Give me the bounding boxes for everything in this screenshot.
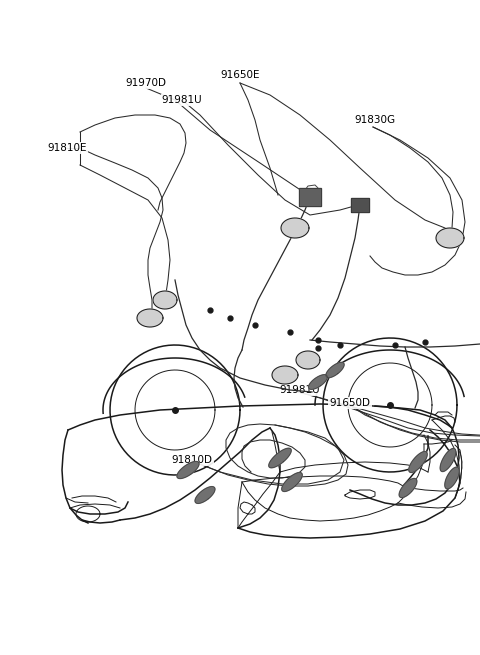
Bar [351,198,369,212]
Text: 91981U: 91981U [162,95,202,105]
Polygon shape [269,448,291,468]
Text: 91970D: 91970D [125,78,167,88]
Text: 91650E: 91650E [220,70,260,80]
Bar [299,188,321,206]
Text: 91810D: 91810D [171,455,213,465]
Polygon shape [137,309,163,327]
Polygon shape [326,362,344,378]
Text: 91650D: 91650D [329,398,371,408]
Text: 91981U: 91981U [280,385,320,395]
Polygon shape [296,351,320,369]
Polygon shape [177,462,199,479]
Polygon shape [399,478,417,498]
Polygon shape [440,449,456,472]
Polygon shape [409,451,427,472]
Polygon shape [309,375,327,389]
Polygon shape [282,472,302,491]
Polygon shape [445,467,459,489]
Polygon shape [272,366,298,384]
Polygon shape [281,218,309,238]
Text: 91830G: 91830G [354,115,396,125]
Polygon shape [153,291,177,309]
Polygon shape [436,228,464,248]
Polygon shape [195,487,215,503]
Text: 91810E: 91810E [47,143,87,153]
